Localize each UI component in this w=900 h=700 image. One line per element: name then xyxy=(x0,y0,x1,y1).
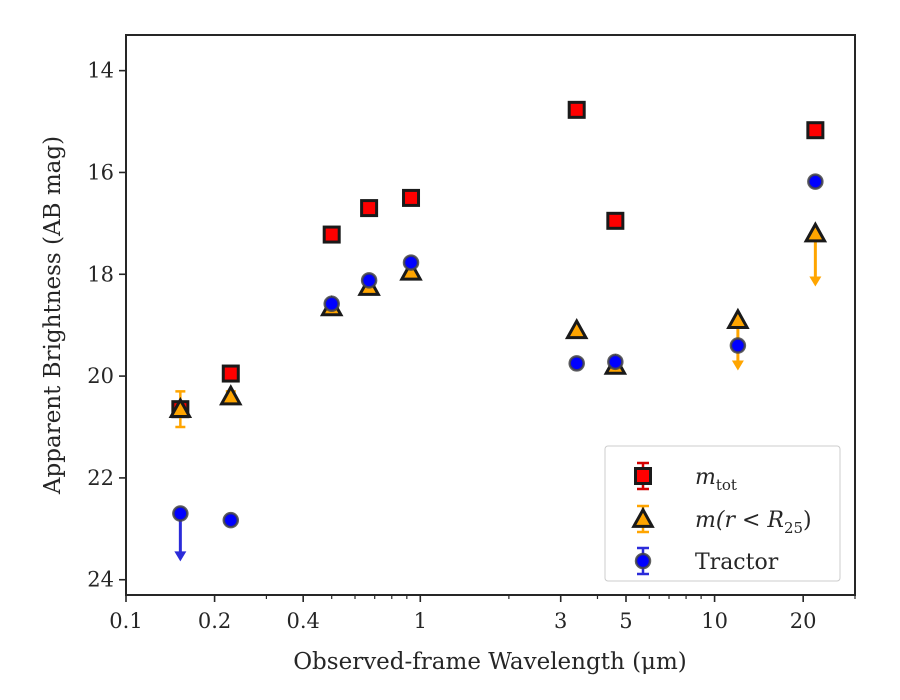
legend-label-mr25: m(r < R25) xyxy=(695,508,812,537)
mr25-point xyxy=(219,384,243,406)
tractor-point xyxy=(607,353,624,371)
x-tick-label: 10 xyxy=(701,609,728,633)
legend-marker-tractor xyxy=(634,552,652,570)
x-tick-label: 0.4 xyxy=(286,609,319,633)
x-ticks: 0.1 0.2 0.4 1 3 5 10 20 xyxy=(109,595,817,633)
tractor-point xyxy=(172,505,189,522)
tractor-point xyxy=(807,173,824,190)
mtot-point xyxy=(567,100,586,119)
x-tick-label: 1 xyxy=(414,609,427,633)
x-tick-label: 20 xyxy=(790,609,817,633)
data-marks xyxy=(168,100,828,562)
y-tick-label: 18 xyxy=(87,262,114,286)
legend-marker-mtot xyxy=(634,467,652,485)
mtot-point xyxy=(606,211,625,230)
mr25-point xyxy=(803,221,828,243)
y-tick-label: 22 xyxy=(87,466,114,490)
y-tick-label: 14 xyxy=(87,59,114,83)
upper-limit-arrowhead xyxy=(731,360,744,371)
y-tick-label: 24 xyxy=(87,568,114,592)
legend-marker-mr25 xyxy=(631,506,655,528)
x-tick-label: 5 xyxy=(619,609,632,633)
legend-label-tractor: Tractor xyxy=(695,550,779,575)
y-tick-label: 16 xyxy=(87,160,114,184)
tractor-point xyxy=(323,295,340,313)
x-tick-label: 0.1 xyxy=(109,609,142,633)
mtot-point xyxy=(360,199,379,218)
x-axis-label: Observed-frame Wavelength (μm) xyxy=(293,649,687,675)
series-tractor xyxy=(172,173,824,562)
mtot-point xyxy=(806,121,825,140)
mtot-point xyxy=(402,188,421,207)
tractor-point xyxy=(222,511,240,529)
mtot-point xyxy=(322,225,341,244)
tractor-point xyxy=(402,254,420,271)
mr25-point xyxy=(564,317,589,340)
legend-frame xyxy=(604,445,841,582)
mr25-point xyxy=(726,307,750,329)
mtot-point xyxy=(221,364,240,383)
y-axis-label: Apparent Brightness (AB mag) xyxy=(40,136,66,495)
mr25-point xyxy=(168,396,193,419)
x-tick-label: 0.2 xyxy=(198,609,231,633)
upper-limit-arrowhead xyxy=(174,551,187,562)
plot-frame xyxy=(125,34,856,596)
y-ticks: 14 16 18 20 22 24 xyxy=(87,59,126,592)
legend: mtot m(r < R25) Tractor xyxy=(604,445,841,582)
y-tick-label: 20 xyxy=(87,364,114,388)
tractor-point xyxy=(729,337,747,354)
legend-label-mtot: mtot xyxy=(695,465,737,494)
x-tick-label: 3 xyxy=(554,609,567,633)
tractor-point xyxy=(568,355,585,372)
upper-limit-arrowhead xyxy=(809,276,822,287)
tractor-point xyxy=(360,272,378,289)
